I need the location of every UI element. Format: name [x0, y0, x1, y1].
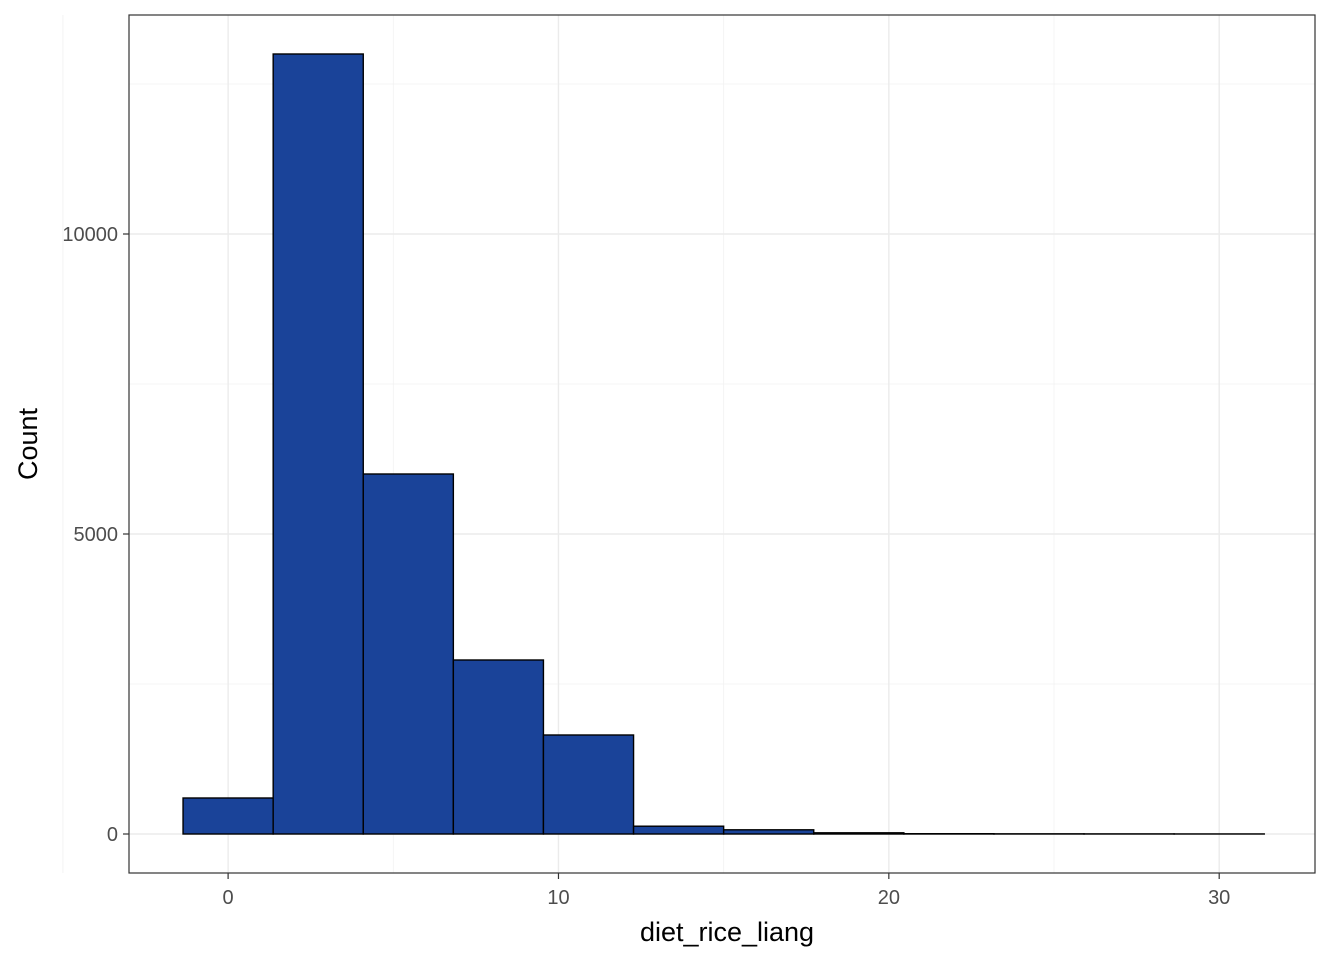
- histogram-bar: [452, 659, 545, 835]
- y-axis-title: Count: [13, 407, 43, 480]
- histogram-bar: [272, 53, 364, 835]
- x-tick-label: 20: [878, 887, 900, 909]
- x-axis-ticks: 0 10 20 30: [223, 873, 1230, 909]
- histogram-bar: [182, 797, 274, 835]
- y-tick-label: 5000: [74, 524, 119, 546]
- histogram-bar: [813, 832, 905, 835]
- x-axis-title: diet_rice_liang: [640, 917, 814, 947]
- y-axis-ticks: 0 5000 10000: [62, 224, 129, 846]
- histogram-bar: [542, 734, 635, 835]
- x-tick-label: 10: [547, 887, 569, 909]
- x-tick-label: 0: [223, 887, 234, 909]
- histogram-bar: [722, 829, 815, 835]
- y-tick-label: 0: [107, 824, 118, 846]
- histogram-bars: [182, 53, 1265, 835]
- y-tick-label: 10000: [62, 224, 118, 246]
- histogram-bar: [632, 825, 725, 835]
- grid-lines: [62, 15, 1315, 873]
- histogram-bar: [362, 473, 455, 835]
- x-tick-label: 30: [1208, 887, 1230, 909]
- panel-border: [128, 14, 1316, 874]
